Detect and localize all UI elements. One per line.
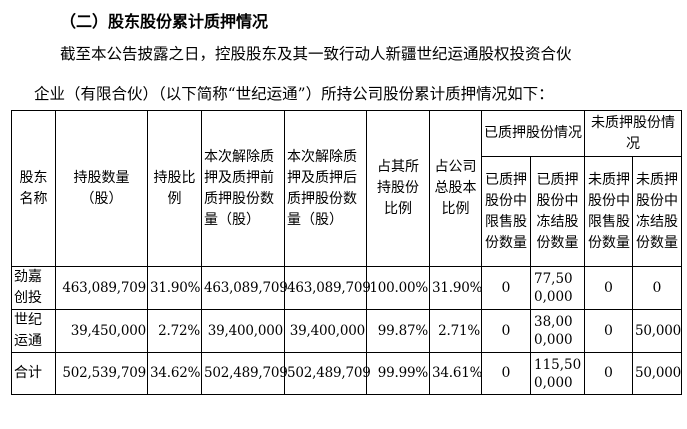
header-unpledged-frozen: 未质押股份中冻结股份数量 [632,156,682,267]
section-heading: （二）股东股份累计质押情况 [60,12,269,31]
cell-shares: 502,539,709 [55,352,148,395]
cell-pledged-frozen: 77,500,000 [530,266,585,310]
cell-after: 39,400,000 [284,309,367,353]
table-row: 劲嘉创投 463,089,709 31.90% 463,089,709 463,… [11,266,682,310]
cell-after: 463,089,709 [284,266,371,310]
header-after: 本次解除质押及质押后质押股份数量（股） [284,110,367,267]
cell-shares: 463,089,709 [55,266,148,310]
header-shares: 持股数量（股） [55,110,148,267]
cell-unpledged-restricted: 0 [584,352,633,395]
cell-unpledged-frozen: 0 [632,266,682,310]
header-pct-total: 占公司总股本比例 [429,110,482,267]
cell-pct-holding: 100.00% [366,266,430,310]
header-pct-holding: 占其所持股份比例 [366,110,430,267]
cell-pct-total: 34.61% [429,352,482,395]
header-name: 股东名称 [11,110,56,267]
paragraph-line-1: 截至本公告披露之日，控股股东及其一致行动人新疆世纪运通股权投资合伙 [60,45,572,63]
cell-pct-holding: 99.99% [366,352,430,395]
cell-before: 463,089,709 [201,266,288,310]
table-row: 世纪运通 39,450,000 2.72% 39,400,000 39,400,… [11,309,682,353]
cell-ratio: 34.62% [147,352,202,395]
cell-unpledged-frozen: 50,000 [632,352,682,395]
cell-name: 劲嘉创投 [11,266,56,310]
cell-pct-total: 31.90% [429,266,482,310]
header-unpledged-restricted: 未质押股份中限售股份数量 [584,156,633,267]
cell-pledged-restricted: 0 [481,266,531,310]
cell-after: 502,489,709 [284,352,371,395]
cell-ratio: 2.72% [147,309,202,353]
cell-pledged-restricted: 0 [481,309,531,353]
header-ratio: 持股比例 [147,110,202,267]
paragraph-line-2: 企业（有限合伙）（以下简称“世纪运通”）所持公司股份累计质押情况如下： [34,85,554,103]
table-row-total: 合计 502,539,709 34.62% 502,489,709 502,48… [11,352,682,395]
header-pledged-group: 已质押股份情况 [481,110,585,157]
header-before: 本次解除质押及质押前质押股份数量（股） [201,110,285,267]
cell-shares: 39,450,000 [55,309,148,353]
cell-unpledged-frozen: 50,000 [632,309,682,353]
cell-name: 世纪运通 [11,309,56,353]
cell-ratio: 31.90% [147,266,202,310]
header-pledged-restricted: 已质押股份中限售股份数量 [481,156,531,267]
cell-pledged-frozen: 38,000,000 [530,309,585,353]
cell-name: 合计 [11,352,56,395]
cell-pct-holding: 99.87% [366,309,430,353]
pledge-table: 股东名称 持股数量（股） 持股比例 本次解除质押及质押前质押股份数量（股） 本次… [11,110,682,395]
cell-pct-total: 2.71% [429,309,482,353]
header-pledged-frozen: 已质押股份中冻结股份数量 [530,156,585,267]
header-unpledged-group: 未质押股份情况 [584,110,682,157]
cell-before: 502,489,709 [201,352,288,395]
cell-unpledged-restricted: 0 [584,266,633,310]
cell-pledged-frozen: 115,500,000 [530,352,585,395]
cell-before: 39,400,000 [201,309,285,353]
cell-pledged-restricted: 0 [481,352,531,395]
cell-unpledged-restricted: 0 [584,309,633,353]
